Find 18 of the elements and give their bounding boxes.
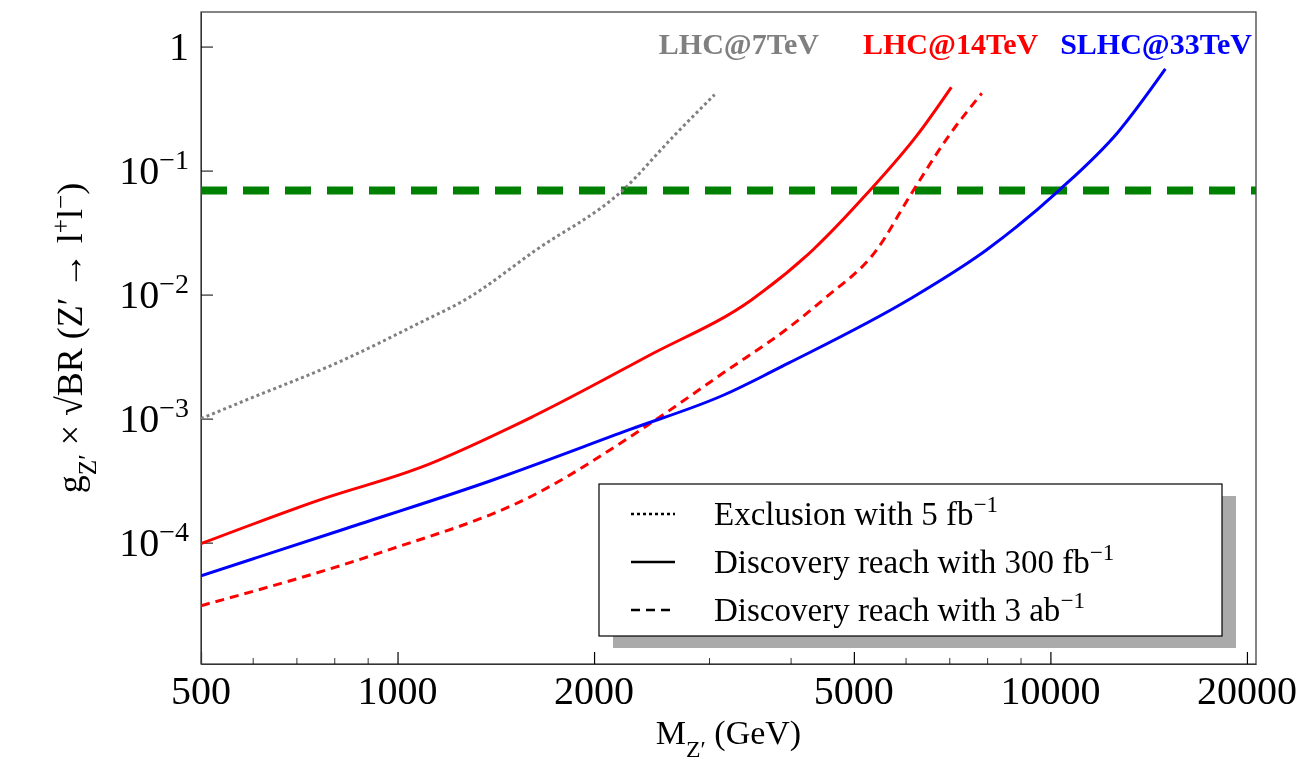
annotation: Exclusion with 5 fb$^{−1}$ (714, 491, 998, 532)
x-axis-title: M$_{Z′}$ (GeV) (655, 714, 802, 762)
x-tick-label: 500 (171, 668, 231, 713)
annotation: Discovery reach with 3 ab$^{−1}$ (714, 587, 1085, 628)
x-tick-label: 1000 (357, 668, 438, 713)
y-tick-label: 10$^{−3}$ (119, 391, 189, 441)
x-tick-label: 5000 (813, 668, 894, 713)
series-label: LHC@14TeV (863, 27, 1039, 60)
y-tick-label: 10$^{−2}$ (119, 267, 189, 317)
series-label: SLHC@33TeV (1060, 27, 1253, 60)
x-tick-label: 20000 (1196, 668, 1297, 713)
series-label: LHC@7TeV (658, 27, 820, 60)
y-tick-label: 10$^{−1}$ (119, 143, 189, 193)
annotation: Discovery reach with 300 fb$^{−1}$ (714, 539, 1115, 580)
x-tick-label: 2000 (554, 668, 635, 713)
y-tick-label: 1 (169, 23, 189, 69)
x-tick-label: 10000 (1000, 668, 1101, 713)
y-tick-label: 10$^{−4}$ (119, 515, 189, 565)
